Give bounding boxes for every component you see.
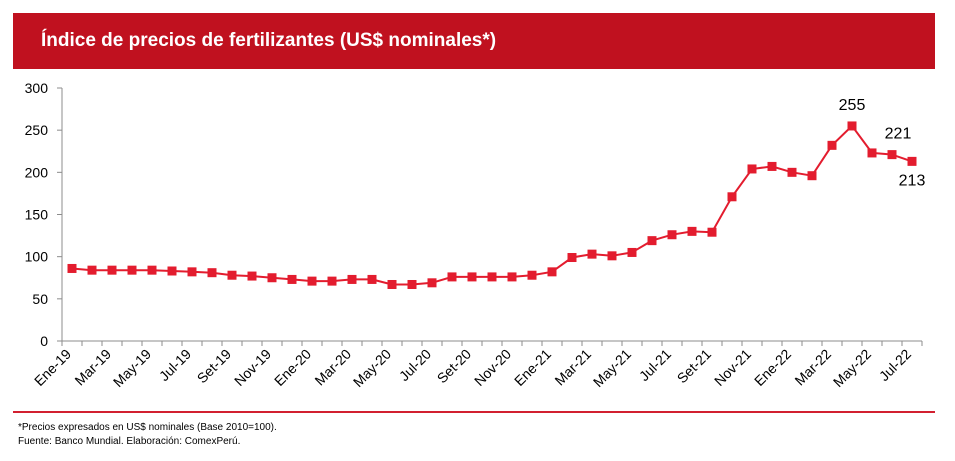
series-line (71, 124, 913, 286)
data-point (547, 267, 557, 277)
data-label: 255 (839, 97, 866, 114)
x-tick-label: Ene-19 (31, 346, 74, 389)
data-point (367, 274, 377, 284)
x-tick-label: Jul-20 (396, 346, 434, 384)
x-tick-label: May-22 (830, 346, 874, 390)
x-tick-label: May-21 (590, 346, 634, 390)
x-tick-label: Nov-19 (231, 346, 274, 389)
footnote-source: Fuente: Banco Mundial. Elaboración: Come… (18, 436, 241, 447)
data-point (287, 274, 297, 284)
y-tick-label: 100 (25, 249, 49, 265)
x-tick-label: Ene-21 (511, 346, 554, 389)
data-point (507, 272, 517, 282)
x-tick-label: Set-21 (674, 346, 715, 387)
data-point (667, 230, 677, 240)
x-tick-label: Jul-19 (156, 346, 194, 384)
data-point (767, 161, 777, 171)
x-tick-label: Nov-21 (711, 346, 754, 389)
x-tick-label: Jul-22 (876, 346, 914, 384)
data-point (687, 226, 697, 236)
data-point (827, 140, 837, 150)
data-point (487, 272, 497, 282)
data-point (467, 272, 477, 282)
data-point (227, 270, 237, 280)
data-point (807, 171, 817, 181)
y-tick-label: 250 (25, 122, 49, 138)
y-tick-label: 200 (25, 164, 49, 180)
data-point (427, 278, 437, 288)
data-point (267, 273, 277, 283)
x-tick-label: Ene-22 (751, 346, 794, 389)
data-point (647, 236, 657, 246)
y-tick-label: 150 (25, 207, 49, 223)
data-point (607, 251, 617, 261)
data-point (527, 270, 537, 280)
data-point (347, 274, 357, 284)
data-label: 221 (885, 126, 912, 143)
x-tick-label: Mar-21 (551, 346, 594, 389)
data-point (887, 150, 897, 160)
data-point (707, 227, 717, 237)
data-point (567, 253, 577, 263)
data-point (107, 265, 117, 275)
data-point (207, 268, 217, 278)
data-point (847, 121, 857, 131)
data-point (187, 267, 197, 277)
chart-header: Índice de precios de fertilizantes (US$ … (13, 13, 935, 69)
y-tick-label: 0 (40, 333, 48, 349)
chart-title: Índice de precios de fertilizantes (US$ … (41, 30, 497, 51)
data-point (327, 276, 337, 286)
data-point (787, 167, 797, 177)
x-tick-label: Ene-20 (271, 346, 314, 389)
data-point (907, 156, 917, 166)
data-point (747, 164, 757, 174)
x-tick-label: Mar-20 (311, 346, 354, 389)
y-tick-label: 300 (25, 80, 49, 96)
data-point (67, 263, 77, 273)
data-point (87, 265, 97, 275)
data-point (167, 266, 177, 276)
data-label: 213 (899, 172, 926, 189)
data-point (127, 265, 137, 275)
data-point (587, 249, 597, 259)
x-tick-label: May-20 (350, 346, 394, 390)
data-point (247, 271, 257, 281)
data-point (727, 192, 737, 202)
x-tick-label: May-19 (110, 346, 154, 390)
data-point (627, 247, 637, 257)
data-point (447, 272, 457, 282)
footnote-note: *Precios expresados en US$ nominales (Ba… (18, 422, 277, 433)
data-point (867, 148, 877, 158)
data-point (387, 279, 397, 289)
x-tick-label: Nov-20 (471, 346, 514, 389)
divider (13, 411, 935, 413)
data-point (307, 276, 317, 286)
x-tick-label: Set-19 (194, 346, 235, 387)
x-tick-label: Mar-19 (71, 346, 114, 389)
y-tick-label: 50 (32, 291, 48, 307)
x-tick-label: Mar-22 (791, 346, 834, 389)
x-tick-label: Jul-21 (636, 346, 674, 384)
x-tick-label: Set-20 (434, 346, 475, 387)
data-point (147, 265, 157, 275)
data-point (407, 279, 417, 289)
